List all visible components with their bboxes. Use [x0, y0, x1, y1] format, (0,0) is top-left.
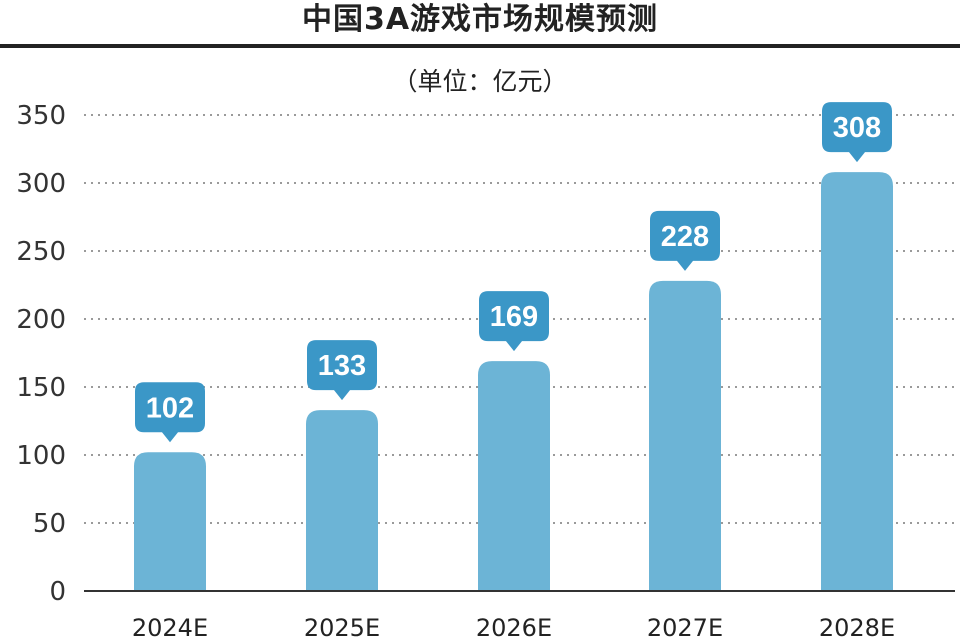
y-tick-label: 250: [16, 237, 66, 267]
y-tick-label: 50: [33, 509, 66, 539]
y-tick-label: 150: [16, 373, 66, 403]
bar: [821, 172, 893, 591]
bar: [306, 410, 378, 591]
x-tick-label: 2026E: [476, 614, 552, 640]
y-tick-label: 300: [16, 169, 66, 199]
x-tick-label: 2024E: [132, 614, 208, 640]
y-tick-label: 100: [16, 441, 66, 471]
data-label: 308: [833, 112, 881, 144]
bar: [478, 361, 550, 591]
value-callout: 228: [650, 210, 720, 271]
y-tick-label: 200: [16, 305, 66, 335]
x-axis-ticks: 2024E 2025E 2026E 2027E 2028E: [132, 614, 895, 640]
bars: [134, 172, 893, 591]
value-callouts: 102 133 169 228 308: [135, 102, 892, 443]
x-tick-label: 2027E: [647, 614, 723, 640]
x-tick-label: 2025E: [304, 614, 380, 640]
y-tick-label: 350: [16, 101, 66, 131]
value-callout: 102: [135, 382, 205, 443]
title-rule: [0, 44, 960, 48]
data-label: 169: [490, 301, 538, 333]
value-callout: 308: [822, 102, 892, 163]
callout-bubble: [822, 102, 892, 163]
bar: [649, 280, 721, 591]
value-callout: 133: [307, 340, 377, 401]
value-callout: 169: [479, 291, 549, 352]
callout-bubble: [307, 340, 377, 401]
data-label: 133: [318, 350, 366, 382]
y-axis-ticks: 0 50 100 150 200 250 300 350: [16, 101, 66, 607]
chart-title: 中国3A游戏市场规模预测: [301, 2, 659, 37]
unit-label: （单位：亿元）: [392, 67, 568, 96]
callout-bubble: [479, 291, 549, 352]
data-label: 228: [661, 221, 709, 253]
y-tick-label: 0: [49, 577, 66, 607]
bar: [134, 452, 206, 591]
callout-bubble: [135, 382, 205, 443]
callout-bubble: [650, 210, 720, 271]
x-tick-label: 2028E: [819, 614, 895, 640]
data-label: 102: [146, 392, 194, 424]
